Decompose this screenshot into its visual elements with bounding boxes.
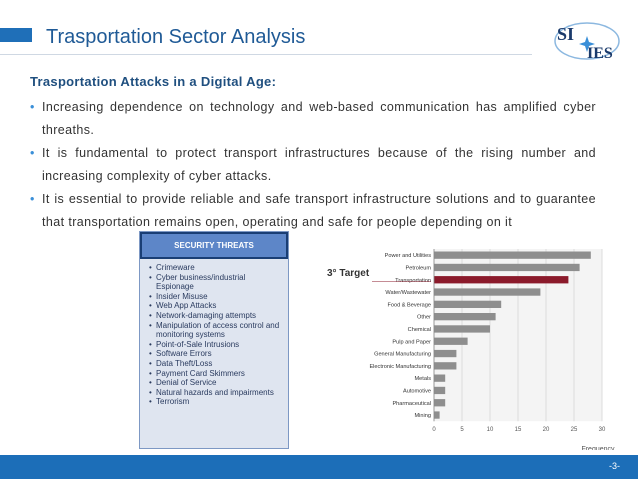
threat-item: Payment Card Skimmers <box>149 369 285 379</box>
security-threats-header: SECURITY THREATS <box>140 232 288 259</box>
logo-text-bottom: IES <box>587 45 613 62</box>
chart-category-label: Chemical <box>408 327 431 333</box>
threat-item: Software Errors <box>149 349 285 359</box>
chart-tick-label: 10 <box>487 427 494 433</box>
bullet-list: Increasing dependence on technology and … <box>30 96 596 234</box>
chart-bar <box>434 362 457 370</box>
logo-text-top: SI <box>557 24 574 44</box>
chart-bar <box>434 276 569 284</box>
chart-bar <box>434 349 457 358</box>
chart-bar <box>434 374 446 382</box>
threat-item: Web App Attacks <box>149 301 285 311</box>
chart-category-label: Metals <box>415 376 432 382</box>
threat-item: Network-damaging attempts <box>149 311 285 321</box>
chart-bar <box>434 251 591 259</box>
chart-bar <box>434 288 541 296</box>
threat-item: Cyber business/industrial Espionage <box>149 273 285 292</box>
chart-tick-label: 15 <box>515 427 522 433</box>
frequency-bar-chart: 0 5 10 15 20 25 30 Power and Utilities Petroleum… <box>369 249 615 450</box>
page-number: -3- <box>609 461 620 471</box>
threat-item: Crimeware <box>149 263 285 273</box>
bullet-item: It is essential to provide reliable and … <box>30 188 596 234</box>
slide-title: Trasportation Sector Analysis <box>46 26 306 48</box>
chart-bar <box>434 386 446 395</box>
chart-bar <box>434 399 446 407</box>
chart-bar <box>434 411 440 419</box>
chart-category-label: Transportation <box>395 278 431 284</box>
company-logo: SI IES <box>554 22 620 62</box>
chart-tick-label: 0 <box>432 427 436 433</box>
chart-category-label: Petroleum <box>406 265 432 271</box>
threat-item: Terrorism <box>149 397 285 407</box>
bullet-item: Increasing dependence on technology and … <box>30 96 596 142</box>
chart-tick-label: 20 <box>543 427 550 433</box>
threat-item: Point-of-Sale Intrusions <box>149 340 285 350</box>
chart-bar <box>434 300 502 308</box>
chart-bar <box>434 325 490 333</box>
chart-tick-label: 5 <box>460 427 464 433</box>
chart-category-label: Other <box>417 315 431 321</box>
chart-category-label: Electronic Manufacturing <box>369 364 431 370</box>
chart-tick-label: 30 <box>599 427 606 433</box>
security-threats-list: Crimeware Cyber business/industrial Espi… <box>149 263 285 407</box>
threat-item: Manipulation of access control and monit… <box>149 321 285 340</box>
chart-category-label: Pharmaceutical <box>392 401 431 407</box>
chart-category-label: Pulp and Paper <box>392 339 431 345</box>
chart-category-label: Power and Utilities <box>385 253 432 259</box>
threat-item: Insider Misuse <box>149 292 285 302</box>
footer-bar: -3- <box>0 455 638 479</box>
threat-item: Natural hazards and impairments <box>149 388 285 398</box>
chart-category-label: Food & Beverage <box>387 302 431 308</box>
bullet-item: It is fundamental to protect transport i… <box>30 142 596 188</box>
title-divider <box>0 54 532 55</box>
section-heading: Trasportation Attacks in a Digital Age: <box>30 74 277 89</box>
chart-category-label: Water/Wastewater <box>385 290 431 296</box>
threat-item: Data Theft/Loss <box>149 359 285 369</box>
chart-bar <box>434 337 468 345</box>
chart-bar <box>434 313 496 321</box>
logo-ring-icon <box>554 22 620 60</box>
chart-category-label: General Manufacturing <box>374 352 431 358</box>
security-threats-panel: SECURITY THREATS Crimeware Cyber busines… <box>139 231 289 449</box>
chart-category-label: Mining <box>415 413 431 419</box>
title-accent-block <box>0 28 32 42</box>
logo-star-icon <box>579 36 595 52</box>
target-annotation: 3° Target <box>327 268 370 279</box>
chart-tick-label: 25 <box>571 427 578 433</box>
chart-x-axis-label: Frequency <box>581 446 615 450</box>
chart-bar <box>434 263 580 272</box>
threat-item: Denial of Service <box>149 378 285 388</box>
chart-category-label: Automotive <box>403 388 431 394</box>
